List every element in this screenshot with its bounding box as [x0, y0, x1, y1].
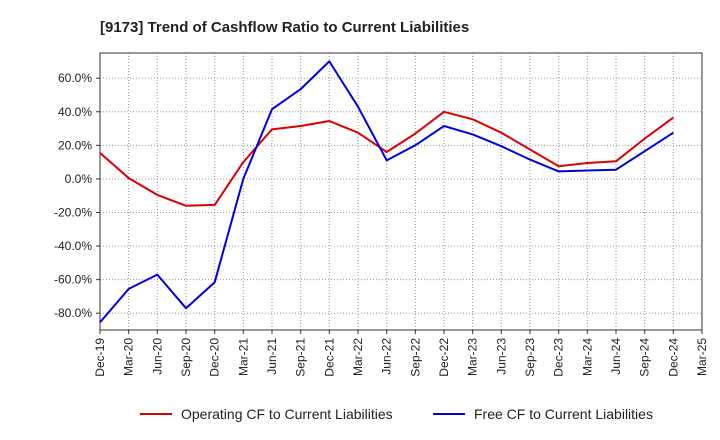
x-tick-label: Dec-21 [322, 338, 336, 377]
x-tick-label: Sep-23 [523, 338, 537, 377]
x-tick-label: Dec-23 [552, 338, 566, 377]
x-tick-label: Dec-24 [666, 338, 680, 377]
x-tick-label: Jun-21 [265, 338, 279, 375]
x-tick-label: Dec-19 [93, 338, 107, 377]
y-tick-label: 60.0% [58, 71, 92, 85]
x-tick-label: Sep-22 [408, 338, 422, 377]
y-tick-label: 20.0% [58, 138, 92, 152]
x-axis-ticks: Dec-19 Mar-20 Jun-20 Sep-20 Dec-20 Mar-21 Jun-… [93, 330, 709, 377]
chart-title: [9173] Trend of Cashflow Ratio to Curren… [100, 19, 469, 36]
y-tick-label: -40.0% [54, 239, 92, 253]
x-tick-label: Mar-22 [351, 338, 365, 376]
x-tick-label: Jun-20 [150, 338, 164, 375]
series [99, 60, 674, 324]
x-tick-label: Mar-25 [695, 338, 709, 376]
y-tick-label: 40.0% [58, 105, 92, 119]
x-tick-label: Jun-23 [494, 338, 508, 375]
x-tick-label: Sep-24 [638, 338, 652, 377]
x-tick-label: Dec-22 [437, 338, 451, 377]
y-tick-label: -20.0% [54, 205, 92, 219]
x-tick-label: Mar-24 [580, 338, 594, 376]
y-tick-label: 0.0% [65, 172, 93, 186]
y-tick-label: -80.0% [54, 306, 92, 320]
legend-label-operating-cf: Operating CF to Current Liabilities [181, 406, 393, 422]
y-tick-label: -60.0% [54, 273, 92, 287]
x-tick-label: Mar-21 [236, 338, 250, 376]
x-tick-label: Mar-20 [122, 338, 136, 376]
grid [100, 53, 702, 330]
x-tick-label: Jun-24 [609, 338, 623, 375]
legend-label-free-cf: Free CF to Current Liabilities [474, 406, 653, 422]
free-cf-line [99, 60, 674, 324]
y-axis-ticks: -80.0% -60.0% -40.0% -20.0% 0.0% 20.0% 40.0% 60… [54, 71, 100, 320]
operating-cf-line [99, 110, 674, 207]
legend: Operating CF to Current Liabilities Free… [140, 406, 653, 422]
x-tick-label: Jun-22 [380, 338, 394, 375]
x-tick-label: Sep-20 [179, 338, 193, 377]
x-tick-label: Mar-23 [466, 338, 480, 376]
x-tick-label: Sep-21 [294, 338, 308, 377]
x-tick-label: Dec-20 [208, 338, 222, 377]
plot-frame [99, 52, 703, 331]
